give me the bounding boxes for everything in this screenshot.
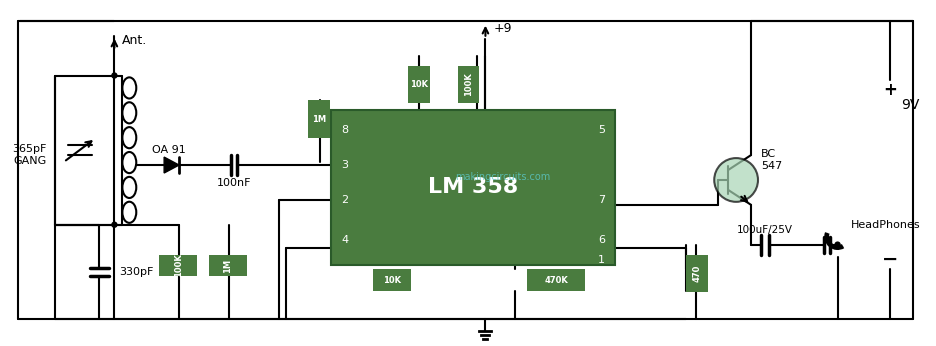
Polygon shape (164, 157, 179, 173)
Text: HeadPhones: HeadPhones (851, 220, 920, 230)
Text: LM 358: LM 358 (428, 177, 519, 198)
Circle shape (112, 73, 117, 78)
Text: 100K: 100K (464, 73, 473, 96)
Text: −: − (882, 250, 899, 269)
Text: makingcircuits.com: makingcircuits.com (455, 172, 550, 182)
Text: 7: 7 (598, 195, 605, 205)
Text: 9V: 9V (901, 98, 919, 112)
Bar (331, 110, 615, 264)
Bar (373, 270, 411, 291)
Bar (408, 66, 430, 103)
Text: 8: 8 (342, 125, 348, 135)
Text: +: + (884, 81, 898, 99)
Circle shape (112, 222, 117, 227)
Text: 1: 1 (598, 255, 605, 265)
Bar (458, 66, 479, 103)
Text: 470: 470 (693, 265, 702, 282)
Text: 100nF: 100nF (216, 178, 251, 188)
Circle shape (714, 158, 758, 202)
Text: 330pF: 330pF (120, 267, 154, 277)
Text: 2: 2 (342, 195, 348, 205)
Text: 1M: 1M (313, 115, 327, 124)
Text: 4: 4 (342, 235, 348, 245)
Text: 470K: 470K (544, 276, 568, 285)
Circle shape (835, 242, 841, 247)
Bar (308, 100, 330, 138)
Text: 6: 6 (598, 235, 605, 245)
Text: +9: +9 (493, 22, 512, 35)
Text: 100K: 100K (173, 254, 183, 277)
Text: 3: 3 (342, 160, 348, 170)
Bar (527, 270, 585, 291)
Bar (209, 255, 247, 276)
Text: 10K: 10K (383, 276, 401, 285)
Bar (686, 255, 709, 292)
Text: OA 91: OA 91 (153, 145, 186, 155)
Text: BC
547: BC 547 (761, 149, 782, 171)
Text: 5: 5 (598, 125, 605, 135)
Text: 365pF
GANG: 365pF GANG (13, 144, 47, 166)
Bar (159, 255, 197, 276)
Text: 100uF/25V: 100uF/25V (737, 225, 793, 235)
Text: 10K: 10K (410, 80, 428, 89)
Text: Ant.: Ant. (123, 34, 148, 47)
Text: 1M: 1M (224, 258, 232, 273)
